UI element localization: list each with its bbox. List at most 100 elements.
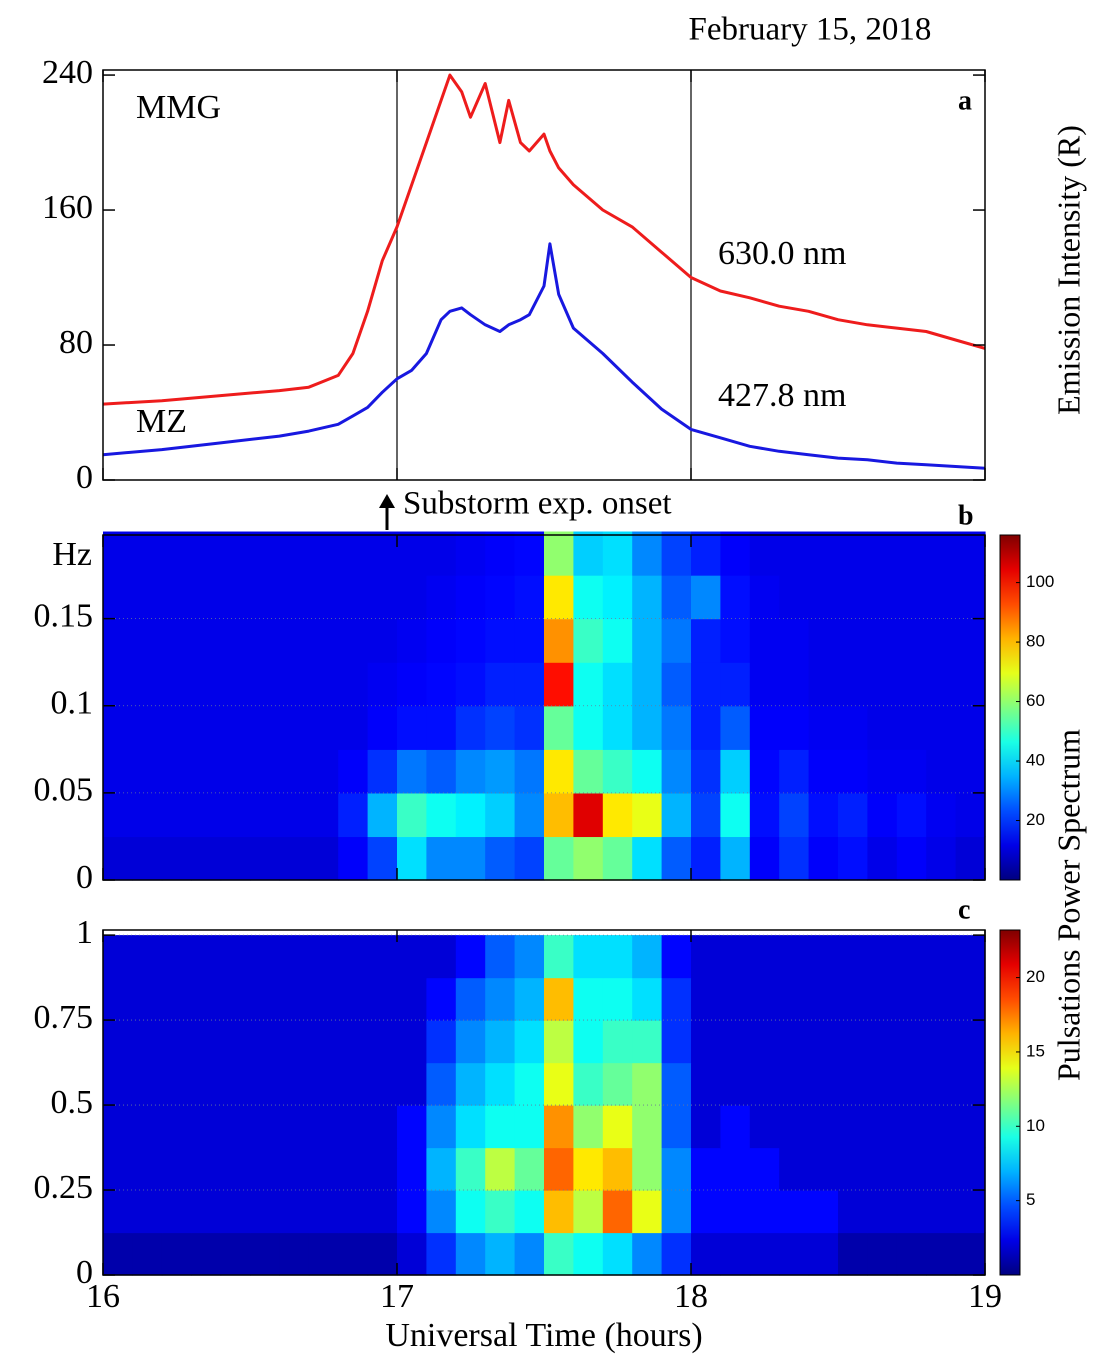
heatmap-cell [632,935,663,979]
heatmap-cell [573,662,604,707]
heatmap-cell [161,836,192,881]
heatmap-cell [426,575,457,620]
heatmap-cell [926,935,957,979]
heatmap-cell [103,1062,133,1106]
heatmap-cell [779,749,810,794]
heatmap-cell [602,705,633,750]
heatmap-cell [338,836,369,881]
heatmap-cell [896,662,927,707]
heatmap-cell [955,792,986,838]
heatmap-cell [279,575,310,620]
heatmap-cell [220,977,251,1021]
onset-arrowhead [379,494,395,508]
heatmap-cell [338,1232,369,1276]
heatmap-cell [602,749,633,794]
heatmap-cell [485,749,516,794]
heatmap-cell [838,935,868,979]
heatmap-cell [455,836,486,881]
heatmap-cell [514,575,545,620]
heatmap-cell [779,618,810,663]
heatmap-cell [838,749,868,794]
heatmap-cell [514,977,545,1021]
heatmap-cell [779,531,810,576]
heatmap-cell [308,977,339,1021]
heatmap-cell [632,1147,663,1191]
heatmap-cell [220,1190,251,1234]
heatmap-cell [161,1232,192,1276]
heatmap-cell [338,749,369,794]
heatmap-cell [749,662,780,707]
heatmap-cell [955,977,986,1021]
heatmap-cell [367,1190,398,1234]
heatmap-cell [220,1105,251,1149]
heatmap-cell [720,977,751,1021]
heatmap-cell [485,531,516,576]
heatmap-cell [544,1105,574,1149]
heatmap-cell [103,792,133,838]
heatmap-cell [103,1232,133,1276]
heatmap-cell [661,1105,692,1149]
heatmap-cell [544,1062,574,1106]
heatmap-cell [896,1147,927,1191]
heatmap-cell [514,749,545,794]
heatmap-cell [602,1190,633,1234]
heatmap-cell [808,531,839,576]
heatmap-cell [485,792,516,838]
y-tick-label: 0.25 [34,1169,94,1206]
heatmap-cell [191,1147,222,1191]
heatmap-cell [103,575,133,620]
heatmap-cell [661,1190,692,1234]
heatmap-cell [426,1147,457,1191]
heatmap-cell [632,977,663,1021]
heatmap-cell [544,1232,574,1276]
heatmap-cell [720,705,751,750]
heatmap-cell [161,1190,192,1234]
heatmap-cell [896,1105,927,1149]
heatmap-cell [367,531,398,576]
chart-title: February 15, 2018 [689,12,932,48]
heatmap-cell [632,575,663,620]
heatmap-cell [661,836,692,881]
heatmap-cell [161,662,192,707]
heatmap-cell [838,792,868,838]
heatmap-cell [867,705,898,750]
heatmap-cell [367,618,398,663]
heatmap-cell [161,935,192,979]
heatmap-cell [279,618,310,663]
heatmap-cell [691,792,721,838]
heatmap-cell [191,575,222,620]
heatmap-cell [514,792,545,838]
heatmap-cell [749,977,780,1021]
heatmap-cell [308,531,339,576]
heatmap-cell [220,1232,251,1276]
heatmap-cell [896,749,927,794]
heatmap-cell [279,662,310,707]
heatmap-cell [191,1062,222,1106]
heatmap-cell [926,1190,957,1234]
heatmap-cell [602,575,633,620]
heatmap-cell [602,1105,633,1149]
heatmap-cell [632,1020,663,1064]
heatmap-cell [867,575,898,620]
heatmap-cell [661,749,692,794]
heatmap-cell [132,1190,163,1234]
heatmap-cell [397,1232,427,1276]
heatmap-cell [838,1190,868,1234]
heatmap-cell [544,836,574,881]
heatmap-cell [808,977,839,1021]
heatmap-cell [367,792,398,838]
heatmap-cell [250,977,280,1021]
heatmap-cell [573,575,604,620]
x-axis-label: Universal Time (hours) [385,1317,702,1354]
heatmap-cell [220,749,251,794]
heatmap-cell [749,1105,780,1149]
heatmap-cell [632,618,663,663]
heatmap-cell [808,1147,839,1191]
heatmap-cell [691,531,721,576]
heatmap-cell [926,1105,957,1149]
heatmap-cell [573,1105,604,1149]
heatmap-cell [661,618,692,663]
heatmap-cell [779,575,810,620]
heatmap-cell [544,662,574,707]
heatmap-cell [250,792,280,838]
